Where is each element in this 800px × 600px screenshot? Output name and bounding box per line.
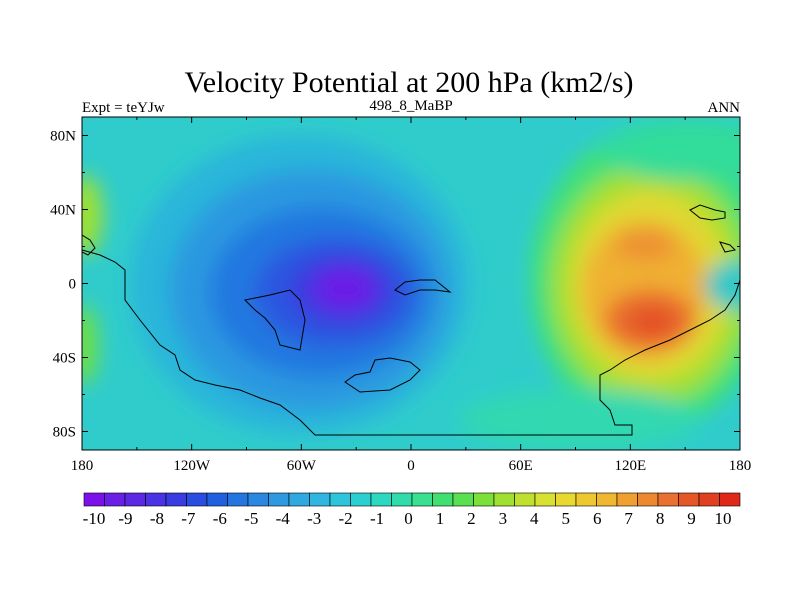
colorbar-box bbox=[104, 492, 126, 507]
colorbar-label: -6 bbox=[213, 509, 227, 528]
x-tick-label: 120W bbox=[173, 458, 211, 474]
colorbar-box bbox=[350, 492, 372, 507]
colorbar-label: -10 bbox=[83, 509, 106, 528]
colorbar-box bbox=[309, 492, 331, 507]
right-subtitle: ANN bbox=[708, 100, 741, 116]
colorbar-box bbox=[452, 492, 474, 507]
colorbar-box bbox=[206, 492, 228, 507]
colorbar-box bbox=[145, 492, 167, 507]
center-subtitle: 498_8_MaBP bbox=[369, 98, 452, 114]
colorbar-box bbox=[698, 492, 720, 507]
colorbar-label: -5 bbox=[244, 509, 258, 528]
y-tick-label: 0 bbox=[69, 277, 77, 293]
x-tick-label: 60W bbox=[287, 458, 317, 474]
colorbar-box bbox=[268, 492, 290, 507]
colorbar-label: 1 bbox=[436, 509, 445, 528]
colorbar-label: 6 bbox=[593, 509, 602, 528]
colorbar-box bbox=[719, 492, 741, 507]
colorbar-box bbox=[288, 492, 310, 507]
colorbar-box bbox=[616, 492, 638, 507]
colorbar-label: 2 bbox=[467, 509, 476, 528]
colorbar-box bbox=[432, 492, 454, 507]
colorbar-box bbox=[555, 492, 577, 507]
colorbar-box bbox=[534, 492, 556, 507]
colorbar-label: -7 bbox=[181, 509, 196, 528]
colorbar-box bbox=[657, 492, 679, 507]
colorbar-box bbox=[124, 492, 146, 507]
chart-title: Velocity Potential at 200 hPa (km2/s) bbox=[184, 66, 633, 99]
colorbar-box bbox=[186, 492, 208, 507]
colorbar-box bbox=[411, 492, 433, 507]
colorbar-label: -4 bbox=[276, 509, 291, 528]
colorbar-box bbox=[493, 492, 515, 507]
x-tick-label: 180 bbox=[71, 458, 94, 474]
colorbar-label: 7 bbox=[624, 509, 633, 528]
colorbar-box bbox=[83, 492, 105, 507]
colorbar-label: -3 bbox=[307, 509, 321, 528]
colorbar-label: 4 bbox=[530, 509, 539, 528]
left-subtitle: Expt = teYJw bbox=[82, 100, 165, 116]
colorbar-box bbox=[637, 492, 659, 507]
colorbar-box bbox=[370, 492, 392, 507]
colorbar-box bbox=[473, 492, 495, 507]
colorbar-label: 5 bbox=[562, 509, 571, 528]
colorbar-box bbox=[227, 492, 249, 507]
colorbar-label: 9 bbox=[687, 509, 696, 528]
colorbar: -10 -9 -8 -7 -6 -5 -4 -3 -2 -1 0 1 2 3 4 5 6 7 8 9 10 bbox=[83, 492, 741, 528]
y-tick-label: 80S bbox=[53, 425, 76, 441]
colorbar-label: 10 bbox=[715, 509, 732, 528]
colorbar-box bbox=[596, 492, 618, 507]
colorbar-box bbox=[247, 492, 269, 507]
colorbar-label: -9 bbox=[118, 509, 132, 528]
colorbar-box bbox=[329, 492, 351, 507]
x-tick-label: 180 bbox=[729, 458, 752, 474]
x-tick-label: 60E bbox=[509, 458, 533, 474]
y-tick-label: 40S bbox=[53, 351, 76, 367]
colorbar-box bbox=[391, 492, 413, 507]
axes: 180 120W 60W 0 60E 120E 180 80N 40N 0 40S 80S bbox=[50, 117, 751, 474]
y-tick-label: 80N bbox=[50, 129, 76, 145]
colorbar-box bbox=[165, 492, 187, 507]
y-tick-label: 40N bbox=[50, 203, 76, 219]
x-tick-label: 120E bbox=[614, 458, 646, 474]
colorbar-label: -1 bbox=[370, 509, 384, 528]
contour-field bbox=[82, 117, 740, 450]
colorbar-label: 0 bbox=[404, 509, 413, 528]
coastlines bbox=[82, 204, 740, 436]
x-tick-label: 0 bbox=[407, 458, 415, 474]
colorbar-box bbox=[678, 492, 700, 507]
colorbar-box bbox=[575, 492, 597, 507]
colorbar-label: 8 bbox=[656, 509, 665, 528]
colorbar-label: -8 bbox=[150, 509, 164, 528]
colorbar-label: -2 bbox=[339, 509, 353, 528]
colorbar-box bbox=[514, 492, 536, 507]
colorbar-label: 3 bbox=[499, 509, 508, 528]
